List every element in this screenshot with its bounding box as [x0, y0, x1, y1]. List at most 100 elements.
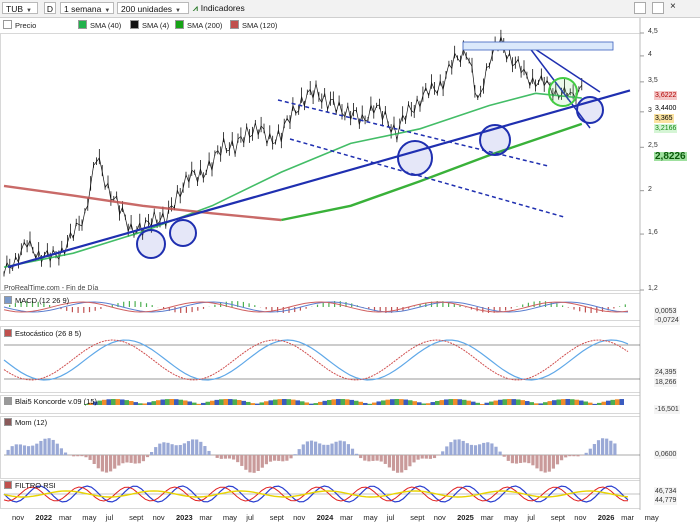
koncorde-bar — [115, 399, 120, 405]
stoch-title-text: Estocástico (26 8 5) — [15, 329, 82, 338]
sma-line — [3, 92, 582, 268]
koncorde-bar — [489, 401, 494, 405]
legend-item[interactable]: Precio — [3, 20, 36, 30]
koncorde-bar — [507, 399, 512, 405]
koncorde-bar — [124, 400, 129, 405]
koncorde-bar — [403, 399, 408, 405]
koncorde-bar — [349, 399, 354, 405]
window-icon[interactable] — [652, 2, 664, 14]
koncorde-bar — [390, 399, 395, 405]
x-tick-label: nov — [574, 513, 587, 522]
mom-swatch — [4, 418, 12, 426]
price-tag: 3,4400 — [654, 104, 678, 113]
koncorde-bar — [286, 399, 291, 405]
koncorde-swatch — [4, 397, 12, 405]
koncorde-bar — [565, 399, 570, 405]
koncorde-bar — [178, 399, 183, 405]
koncorde-bar — [426, 403, 431, 405]
koncorde-bar — [205, 401, 210, 405]
koncorde-bar — [421, 403, 426, 405]
koncorde-bar — [358, 401, 363, 405]
highlight-circle — [169, 219, 197, 247]
sma-line — [281, 122, 583, 222]
channel-top — [277, 99, 549, 167]
stoch-k — [3, 339, 629, 381]
koncorde-bar — [430, 402, 435, 405]
wedge-upper — [525, 42, 591, 129]
interval-select[interactable]: 1 semana ▼ — [60, 2, 114, 14]
koncorde-bar — [241, 400, 246, 405]
koncorde-bar — [354, 400, 359, 405]
legend-item[interactable]: SMA (200) — [175, 20, 222, 30]
pane-value-tag: 18,266 — [654, 378, 678, 387]
koncorde-bar — [408, 400, 413, 405]
highlight-circle — [397, 140, 433, 176]
highlight-circle — [136, 229, 166, 259]
koncorde-bar — [412, 401, 417, 405]
koncorde-bar — [529, 402, 534, 405]
koncorde-bar — [156, 400, 161, 405]
koncorde-bar — [142, 403, 147, 405]
koncorde-bar — [345, 399, 350, 405]
koncorde-bar — [588, 402, 593, 405]
close-icon[interactable]: × — [670, 1, 676, 12]
symbol-select[interactable]: TUB ▼ — [2, 2, 38, 14]
data-credit: ProRealTime.com - Fin de Día — [4, 285, 99, 292]
koncorde-bar — [196, 403, 201, 405]
koncorde-bar — [534, 403, 539, 405]
legend-swatch — [130, 20, 139, 29]
koncorde-bar — [259, 402, 264, 405]
x-tick-label: may — [644, 513, 659, 522]
koncorde-bar — [268, 400, 273, 405]
koncorde-bar — [502, 399, 507, 405]
koncorde-bar — [538, 403, 543, 405]
koncorde-bar — [516, 399, 521, 405]
y-tick-label: 1,2 — [648, 285, 658, 292]
y-tick-label: 2,5 — [648, 142, 658, 150]
price-tag: 3,365 — [654, 114, 674, 123]
toolbar: TUB ▼ D 1 semana ▼ 200 unidades ▼ ⩘ Indicado… — [0, 0, 700, 18]
indicators-button[interactable]: ⩘ Indicadores — [193, 2, 263, 14]
koncorde-bar — [363, 402, 368, 405]
chevron-down-icon: ▼ — [175, 8, 181, 14]
x-tick-label: jul — [246, 513, 254, 522]
trendline-support — [7, 89, 631, 269]
macd-title: MACD (12 26 9) — [4, 296, 69, 305]
koncorde-bar — [399, 399, 404, 405]
koncorde-bar — [340, 399, 345, 405]
sma-line — [3, 184, 282, 222]
koncorde-bar — [165, 399, 170, 405]
pane-frame — [0, 293, 641, 321]
price-tag: 3,2166 — [654, 124, 678, 133]
legend-item[interactable]: SMA (4) — [130, 20, 169, 30]
units-select[interactable]: 200 unidades ▼ — [117, 2, 189, 14]
koncorde-bar — [615, 399, 620, 405]
highlight-circle — [479, 124, 511, 156]
koncorde-bar — [556, 399, 561, 405]
koncorde-bar — [246, 401, 251, 405]
channel-bottom — [289, 138, 565, 218]
koncorde-bar — [138, 403, 143, 405]
settings-icon[interactable] — [634, 2, 646, 14]
koncorde-bar — [480, 403, 485, 405]
koncorde-bar — [102, 399, 107, 405]
koncorde-bar — [597, 402, 602, 405]
pane-value-tag: 0,0053 — [654, 307, 678, 316]
pane-value-tag: 44,779 — [654, 496, 678, 505]
legend-item[interactable]: SMA (40) — [78, 20, 121, 30]
koncorde-bar — [493, 400, 498, 405]
koncorde-bar — [309, 403, 314, 405]
period-button[interactable]: D — [44, 2, 56, 14]
rsi-swatch — [4, 481, 12, 489]
mom-title: Mom (12) — [4, 418, 47, 427]
y-tick-label: 1,6 — [648, 229, 658, 237]
legend-swatch — [230, 20, 239, 29]
koncorde-bar — [376, 401, 381, 405]
legend-item[interactable]: SMA (120) — [230, 20, 277, 30]
rsi-line — [3, 485, 629, 503]
rsi-title-text: FILTRO RSI — [15, 481, 56, 490]
koncorde-bar — [219, 399, 224, 405]
legend-label: Precio — [15, 21, 37, 30]
rsi-signal — [3, 490, 629, 498]
price-tag: 3,6222 — [654, 91, 678, 100]
